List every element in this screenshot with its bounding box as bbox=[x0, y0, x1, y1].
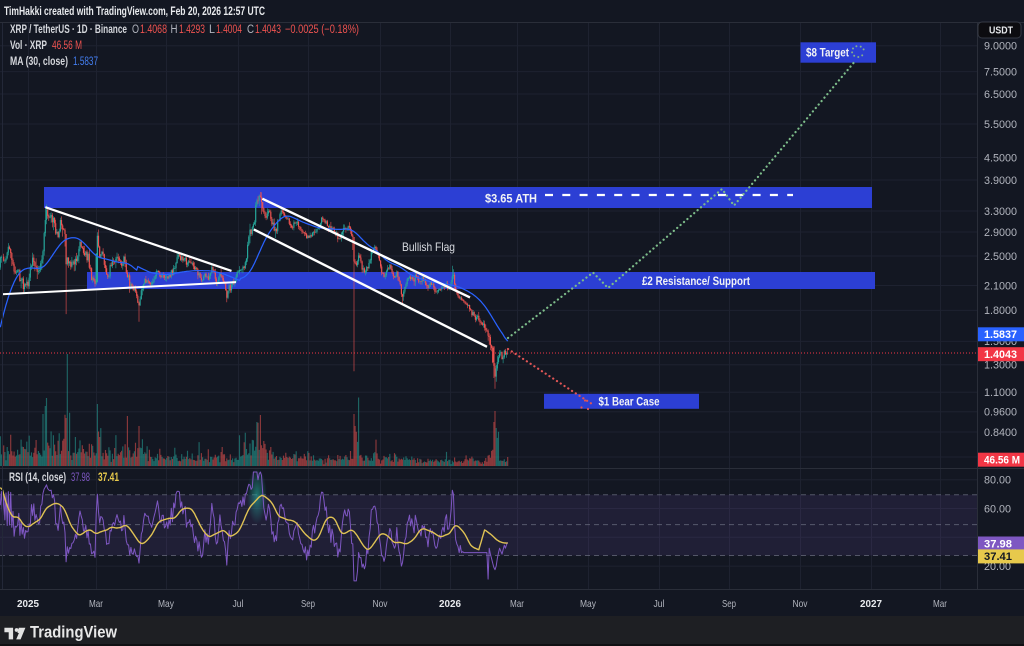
svg-text:9.0000: 9.0000 bbox=[984, 41, 1017, 53]
svg-text:1.5837: 1.5837 bbox=[984, 329, 1017, 341]
svg-text:L: L bbox=[209, 24, 216, 36]
svg-text:$8 Target: $8 Target bbox=[806, 48, 849, 60]
svg-text:1.5837: 1.5837 bbox=[73, 56, 98, 68]
svg-text:−0.0025 (−0.18%): −0.0025 (−0.18%) bbox=[285, 24, 359, 36]
svg-text:C: C bbox=[247, 24, 254, 36]
svg-text:0.9600: 0.9600 bbox=[984, 407, 1017, 419]
svg-text:0.8400: 0.8400 bbox=[984, 427, 1017, 439]
svg-text:Jul: Jul bbox=[654, 598, 665, 610]
svg-text:1.4293: 1.4293 bbox=[179, 24, 205, 36]
svg-text:46.56 M: 46.56 M bbox=[52, 40, 82, 52]
svg-text:46.56 M: 46.56 M bbox=[984, 455, 1020, 467]
svg-text:1.1000: 1.1000 bbox=[984, 387, 1017, 399]
svg-text:3.9000: 3.9000 bbox=[984, 175, 1017, 187]
svg-text:20.00: 20.00 bbox=[984, 561, 1011, 573]
svg-text:37.41: 37.41 bbox=[984, 551, 1012, 563]
svg-text:1.4004: 1.4004 bbox=[216, 24, 242, 36]
svg-text:$1 Bear Case: $1 Bear Case bbox=[599, 397, 660, 409]
svg-text:1.8000: 1.8000 bbox=[984, 305, 1017, 317]
svg-text:Mar: Mar bbox=[89, 598, 103, 610]
svg-text:Sep: Sep bbox=[301, 598, 315, 610]
svg-text:H: H bbox=[171, 24, 178, 36]
svg-text:5.5000: 5.5000 bbox=[984, 119, 1017, 131]
svg-text:4.5000: 4.5000 bbox=[984, 152, 1017, 164]
svg-text:37.41: 37.41 bbox=[98, 472, 119, 484]
svg-text:1.4068: 1.4068 bbox=[140, 24, 167, 36]
svg-text:MA (30, close): MA (30, close) bbox=[10, 56, 68, 68]
svg-text:Sep: Sep bbox=[722, 598, 736, 610]
svg-text:RSI (14, close): RSI (14, close) bbox=[9, 472, 66, 484]
svg-text:2.9000: 2.9000 bbox=[984, 227, 1017, 239]
svg-text:$3.65 ATH: $3.65 ATH bbox=[485, 194, 537, 206]
svg-text:7.5000: 7.5000 bbox=[984, 66, 1017, 78]
svg-text:Nov: Nov bbox=[373, 598, 389, 610]
svg-text:Nov: Nov bbox=[793, 598, 809, 610]
svg-text:3.3000: 3.3000 bbox=[984, 206, 1017, 218]
svg-text:1.4043: 1.4043 bbox=[984, 349, 1017, 361]
svg-text:May: May bbox=[158, 598, 175, 610]
svg-text:2026: 2026 bbox=[439, 598, 461, 610]
svg-text:XRP / TetherUS · 1D · Binance: XRP / TetherUS · 1D · Binance bbox=[10, 24, 127, 36]
svg-text:1.3000: 1.3000 bbox=[984, 360, 1017, 372]
svg-text:Vol · XRP: Vol · XRP bbox=[10, 40, 47, 52]
svg-text:Mar: Mar bbox=[933, 598, 947, 610]
svg-text:37.98: 37.98 bbox=[71, 472, 90, 484]
svg-text:O: O bbox=[132, 24, 139, 36]
svg-text:Jul: Jul bbox=[233, 598, 244, 610]
svg-text:1.4043: 1.4043 bbox=[255, 24, 281, 36]
svg-text:60.00: 60.00 bbox=[984, 503, 1011, 515]
svg-text:TimHakki created with TradingV: TimHakki created with TradingView.com, F… bbox=[4, 4, 265, 18]
svg-text:2.5000: 2.5000 bbox=[984, 251, 1017, 263]
svg-text:Bullish Flag: Bullish Flag bbox=[402, 240, 455, 254]
svg-text:May: May bbox=[580, 598, 597, 610]
svg-text:USDT: USDT bbox=[989, 26, 1013, 37]
svg-text:6.5000: 6.5000 bbox=[984, 89, 1017, 101]
svg-text:37.98: 37.98 bbox=[984, 538, 1012, 550]
svg-text:80.00: 80.00 bbox=[984, 475, 1011, 487]
svg-text:Mar: Mar bbox=[510, 598, 524, 610]
svg-text:2025: 2025 bbox=[17, 598, 39, 610]
svg-text:2027: 2027 bbox=[860, 598, 882, 610]
svg-text:2.1000: 2.1000 bbox=[984, 280, 1017, 292]
svg-text:TradingView: TradingView bbox=[30, 623, 118, 642]
svg-text:£2 Resistance/ Support: £2 Resistance/ Support bbox=[642, 276, 750, 288]
